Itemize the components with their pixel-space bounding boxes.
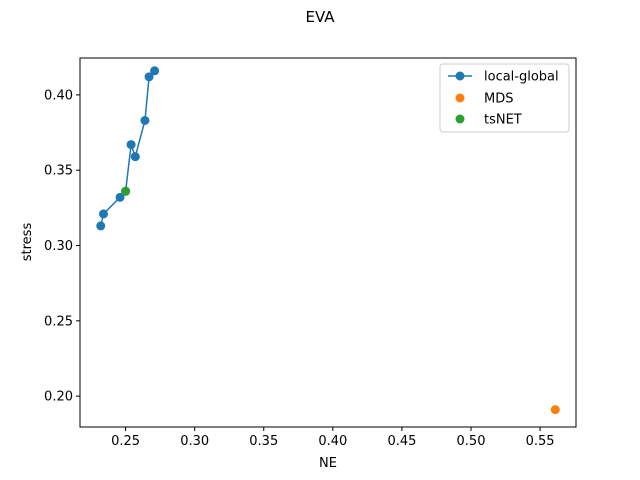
x-tick-label: 0.45 — [387, 434, 416, 449]
x-axis-label: NE — [319, 456, 337, 471]
legend-marker-icon — [455, 71, 465, 81]
data-point-local-global — [150, 66, 160, 76]
x-tick-label: 0.55 — [526, 434, 555, 449]
y-tick-label: 0.35 — [44, 164, 73, 179]
y-tick-label: 0.40 — [44, 88, 73, 103]
data-point-local-global — [115, 192, 125, 202]
legend-entry-tsnet: tsNET — [455, 113, 522, 128]
y-tick-label: 0.25 — [44, 314, 73, 329]
legend-label-tsnet: tsNET — [484, 113, 522, 128]
y-axis: 0.20 0.25 0.30 0.35 0.40 — [44, 88, 80, 405]
x-axis: 0.25 0.30 0.35 0.40 0.45 0.50 0.55 — [111, 427, 555, 449]
data-point-local-global — [98, 209, 108, 219]
x-tick-label: 0.35 — [249, 434, 278, 449]
x-tick-label: 0.25 — [111, 434, 140, 449]
data-point-local-global — [130, 152, 140, 162]
legend-entry-local-global: local-global — [448, 70, 559, 85]
legend-label-local-global: local-global — [484, 70, 559, 85]
x-tick-label: 0.40 — [318, 434, 347, 449]
y-tick-label: 0.20 — [44, 390, 73, 405]
y-tick-label: 0.30 — [44, 239, 73, 254]
data-point-local-global — [126, 140, 136, 150]
x-tick-label: 0.30 — [180, 434, 209, 449]
data-point-tsnet — [121, 186, 131, 196]
series-mds — [550, 405, 560, 415]
legend-box — [439, 63, 570, 133]
legend-marker-icon — [455, 93, 465, 103]
legend: local-global MDS tsNET — [439, 63, 570, 133]
legend-marker-icon — [455, 114, 465, 124]
data-point-local-global — [144, 72, 154, 82]
series-tsnet — [121, 186, 131, 196]
data-point-mds — [550, 405, 560, 415]
data-point-local-global — [96, 221, 106, 231]
series-layer — [96, 66, 560, 415]
plot-frame — [79, 57, 577, 428]
legend-label-mds: MDS — [484, 92, 513, 107]
y-axis-label: stress — [20, 223, 35, 262]
data-point-local-global — [140, 116, 150, 126]
chart-title: EVA — [305, 8, 335, 26]
x-tick-label: 0.50 — [457, 434, 486, 449]
legend-entry-mds: MDS — [455, 92, 513, 107]
